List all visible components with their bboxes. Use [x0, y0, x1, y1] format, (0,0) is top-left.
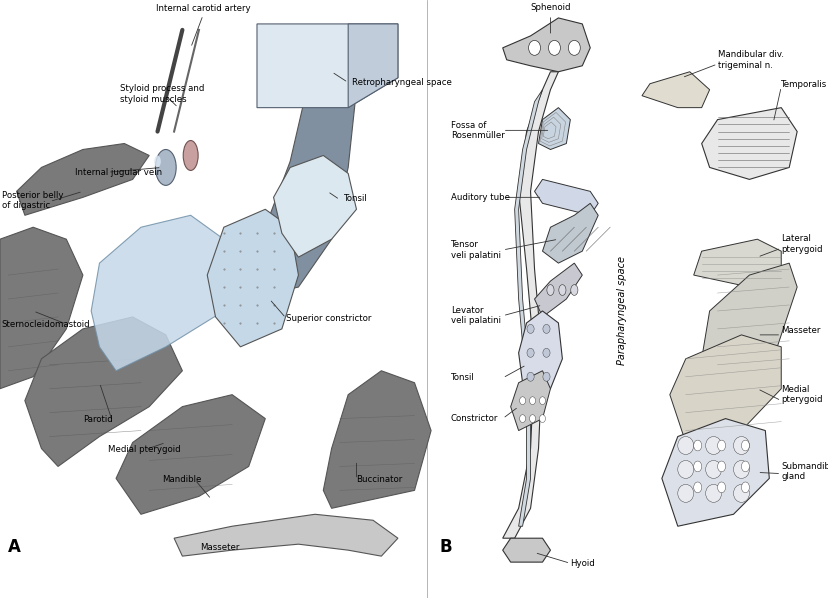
Ellipse shape — [527, 324, 533, 334]
Polygon shape — [25, 317, 182, 466]
Text: Temporalis: Temporalis — [780, 80, 826, 90]
Text: Constrictor: Constrictor — [450, 414, 498, 423]
Ellipse shape — [183, 141, 198, 170]
Polygon shape — [534, 263, 581, 317]
Polygon shape — [518, 311, 561, 401]
Ellipse shape — [558, 285, 566, 295]
Ellipse shape — [529, 397, 535, 405]
Ellipse shape — [733, 484, 749, 502]
Polygon shape — [700, 108, 797, 179]
Ellipse shape — [519, 397, 525, 405]
Polygon shape — [91, 215, 224, 371]
Polygon shape — [693, 239, 780, 287]
Ellipse shape — [733, 460, 749, 478]
Polygon shape — [542, 203, 598, 263]
Polygon shape — [510, 371, 550, 431]
Ellipse shape — [527, 348, 533, 358]
Ellipse shape — [740, 461, 749, 472]
Text: Fossa of
Rosenmüller: Fossa of Rosenmüller — [450, 121, 504, 140]
Text: B: B — [439, 538, 451, 556]
Ellipse shape — [705, 484, 720, 502]
Polygon shape — [0, 227, 83, 389]
Text: Masseter: Masseter — [200, 542, 239, 552]
Text: Mandibular div.
trigeminal n.: Mandibular div. trigeminal n. — [717, 50, 782, 69]
Text: Styloid process and
styloid muscles: Styloid process and styloid muscles — [120, 84, 205, 103]
Ellipse shape — [733, 437, 749, 454]
Ellipse shape — [546, 285, 553, 295]
Text: Sphenoid: Sphenoid — [530, 3, 570, 12]
Ellipse shape — [539, 415, 545, 422]
Text: Levator
veli palatini: Levator veli palatini — [450, 306, 500, 325]
Ellipse shape — [568, 41, 580, 56]
Polygon shape — [348, 24, 397, 108]
Polygon shape — [273, 155, 356, 257]
Polygon shape — [538, 108, 570, 150]
Text: Masseter: Masseter — [780, 326, 820, 335]
Text: Retropharyngeal space: Retropharyngeal space — [352, 78, 451, 87]
Polygon shape — [17, 144, 149, 215]
Ellipse shape — [519, 415, 525, 422]
Text: Sternocleidomastoid: Sternocleidomastoid — [2, 319, 90, 329]
Ellipse shape — [693, 461, 700, 472]
Bar — [0, 0, 426, 556]
Ellipse shape — [705, 437, 720, 454]
Text: Hyoid: Hyoid — [570, 559, 595, 568]
Text: A: A — [8, 538, 22, 556]
Ellipse shape — [542, 348, 550, 358]
Text: Tonsil: Tonsil — [450, 373, 474, 383]
Polygon shape — [700, 263, 797, 383]
Text: Submandibular
gland: Submandibular gland — [780, 462, 828, 481]
Ellipse shape — [677, 460, 693, 478]
Polygon shape — [502, 18, 590, 72]
Polygon shape — [502, 72, 558, 538]
Text: Internal jugular vein: Internal jugular vein — [75, 167, 161, 177]
Text: Medial pterygoid: Medial pterygoid — [108, 445, 181, 454]
Polygon shape — [641, 72, 709, 108]
Ellipse shape — [527, 372, 533, 382]
Polygon shape — [669, 335, 780, 443]
Ellipse shape — [677, 484, 693, 502]
Ellipse shape — [717, 461, 724, 472]
Ellipse shape — [693, 482, 700, 493]
Ellipse shape — [570, 285, 577, 295]
Polygon shape — [514, 90, 542, 526]
Ellipse shape — [156, 150, 176, 185]
Text: Internal carotid artery: Internal carotid artery — [156, 4, 250, 13]
Ellipse shape — [542, 372, 550, 382]
Ellipse shape — [542, 324, 550, 334]
Ellipse shape — [693, 440, 700, 451]
Text: Posterior belly
of digastric: Posterior belly of digastric — [2, 191, 63, 210]
Text: Parapharyngeal space: Parapharyngeal space — [616, 257, 626, 365]
Ellipse shape — [705, 460, 720, 478]
Ellipse shape — [677, 437, 693, 454]
Polygon shape — [534, 179, 598, 215]
Text: Auditory tube: Auditory tube — [450, 193, 509, 202]
Text: Superior constrictor: Superior constrictor — [286, 313, 371, 323]
Polygon shape — [174, 514, 397, 556]
Text: Mandible: Mandible — [161, 475, 200, 484]
Ellipse shape — [539, 397, 545, 405]
Ellipse shape — [740, 440, 749, 451]
Polygon shape — [232, 48, 356, 299]
Text: Parotid: Parotid — [83, 415, 113, 425]
Polygon shape — [116, 395, 265, 514]
Text: Tensor
veli palatini: Tensor veli palatini — [450, 240, 500, 260]
Ellipse shape — [717, 440, 724, 451]
Text: Buccinator: Buccinator — [356, 475, 402, 484]
Text: Tonsil: Tonsil — [344, 194, 368, 203]
Polygon shape — [257, 24, 397, 108]
Ellipse shape — [154, 155, 161, 167]
Ellipse shape — [548, 41, 560, 56]
Ellipse shape — [528, 41, 540, 56]
Polygon shape — [323, 371, 431, 508]
Text: Lateral
pterygoid: Lateral pterygoid — [780, 234, 821, 254]
Polygon shape — [661, 419, 768, 526]
Polygon shape — [502, 538, 550, 562]
Ellipse shape — [740, 482, 749, 493]
Text: Medial
pterygoid: Medial pterygoid — [780, 385, 821, 404]
Ellipse shape — [529, 415, 535, 422]
Ellipse shape — [717, 482, 724, 493]
Polygon shape — [207, 209, 298, 347]
